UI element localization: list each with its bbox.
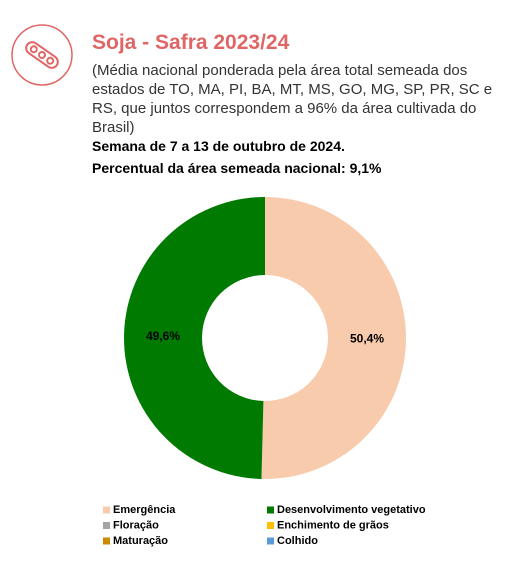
chart-title: Soja - Safra 2023/24 [92, 31, 290, 54]
legend-swatch [267, 506, 274, 514]
icon [11, 24, 73, 86]
slice [261, 197, 407, 479]
legend-label: Desenvolvimento vegetativo [277, 504, 426, 516]
legend-label: Enchimento de grãos [277, 519, 389, 531]
value-label: 50,4% [350, 331, 384, 345]
legend-swatch [103, 522, 110, 529]
slice [124, 197, 266, 479]
legend-label: Emergência [113, 504, 176, 516]
legend-label: Maturação [113, 535, 168, 547]
note: Semana de 7 a 13 de outubro de 2024. [92, 138, 345, 154]
note: Percentual da área semeada nacional: 9,1… [92, 160, 382, 176]
legend-label: Colhido [277, 535, 318, 547]
legend-swatch [103, 537, 110, 545]
value-label: 49,6% [146, 329, 180, 343]
legend-swatch [267, 537, 274, 545]
chart-subtitle: (Média nacional ponderada pela área tota… [92, 62, 493, 136]
legend-swatch [267, 522, 274, 529]
legend-label: Floração [113, 519, 159, 531]
legend-swatch [103, 506, 110, 514]
